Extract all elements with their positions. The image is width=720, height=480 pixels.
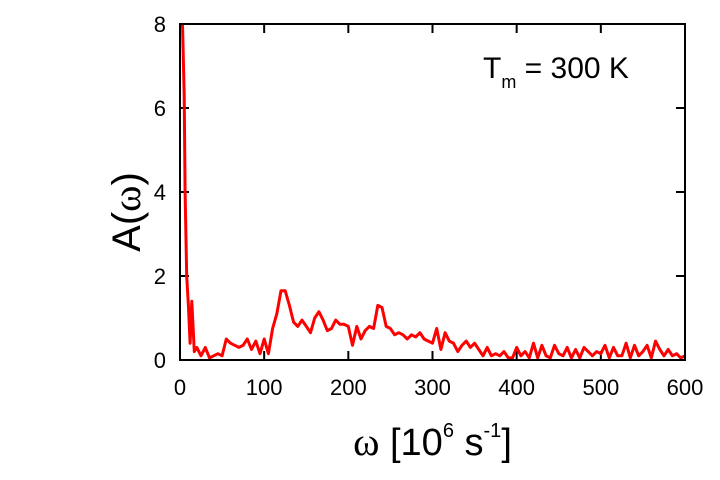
x-tick-label: 200 <box>330 375 367 400</box>
y-tick-label: 4 <box>154 180 166 205</box>
plot-frame <box>179 23 686 361</box>
x-tick-label: 100 <box>246 375 283 400</box>
y-tick-label: 2 <box>154 264 166 289</box>
x-tick-label: 500 <box>582 375 619 400</box>
y-tick-label: 6 <box>154 96 166 121</box>
series-line-a-omega <box>181 24 685 360</box>
x-tick-label: 600 <box>667 375 704 400</box>
x-tick-label: 400 <box>498 375 535 400</box>
x-axis-label: ω [106 s-1] <box>353 419 512 464</box>
label-layer: 0 100 200 300 400 500 600 0 2 4 6 8 ω [106 s-1] A(ω) T… <box>104 12 703 464</box>
y-tick-label: 0 <box>154 348 166 373</box>
y-tick-label: 8 <box>154 12 166 37</box>
temperature-annotation: Tm = 300 K <box>483 52 629 92</box>
x-tick-label: 0 <box>174 375 186 400</box>
y-axis-label: A(ω) <box>104 172 149 252</box>
x-tick-label: 300 <box>414 375 451 400</box>
